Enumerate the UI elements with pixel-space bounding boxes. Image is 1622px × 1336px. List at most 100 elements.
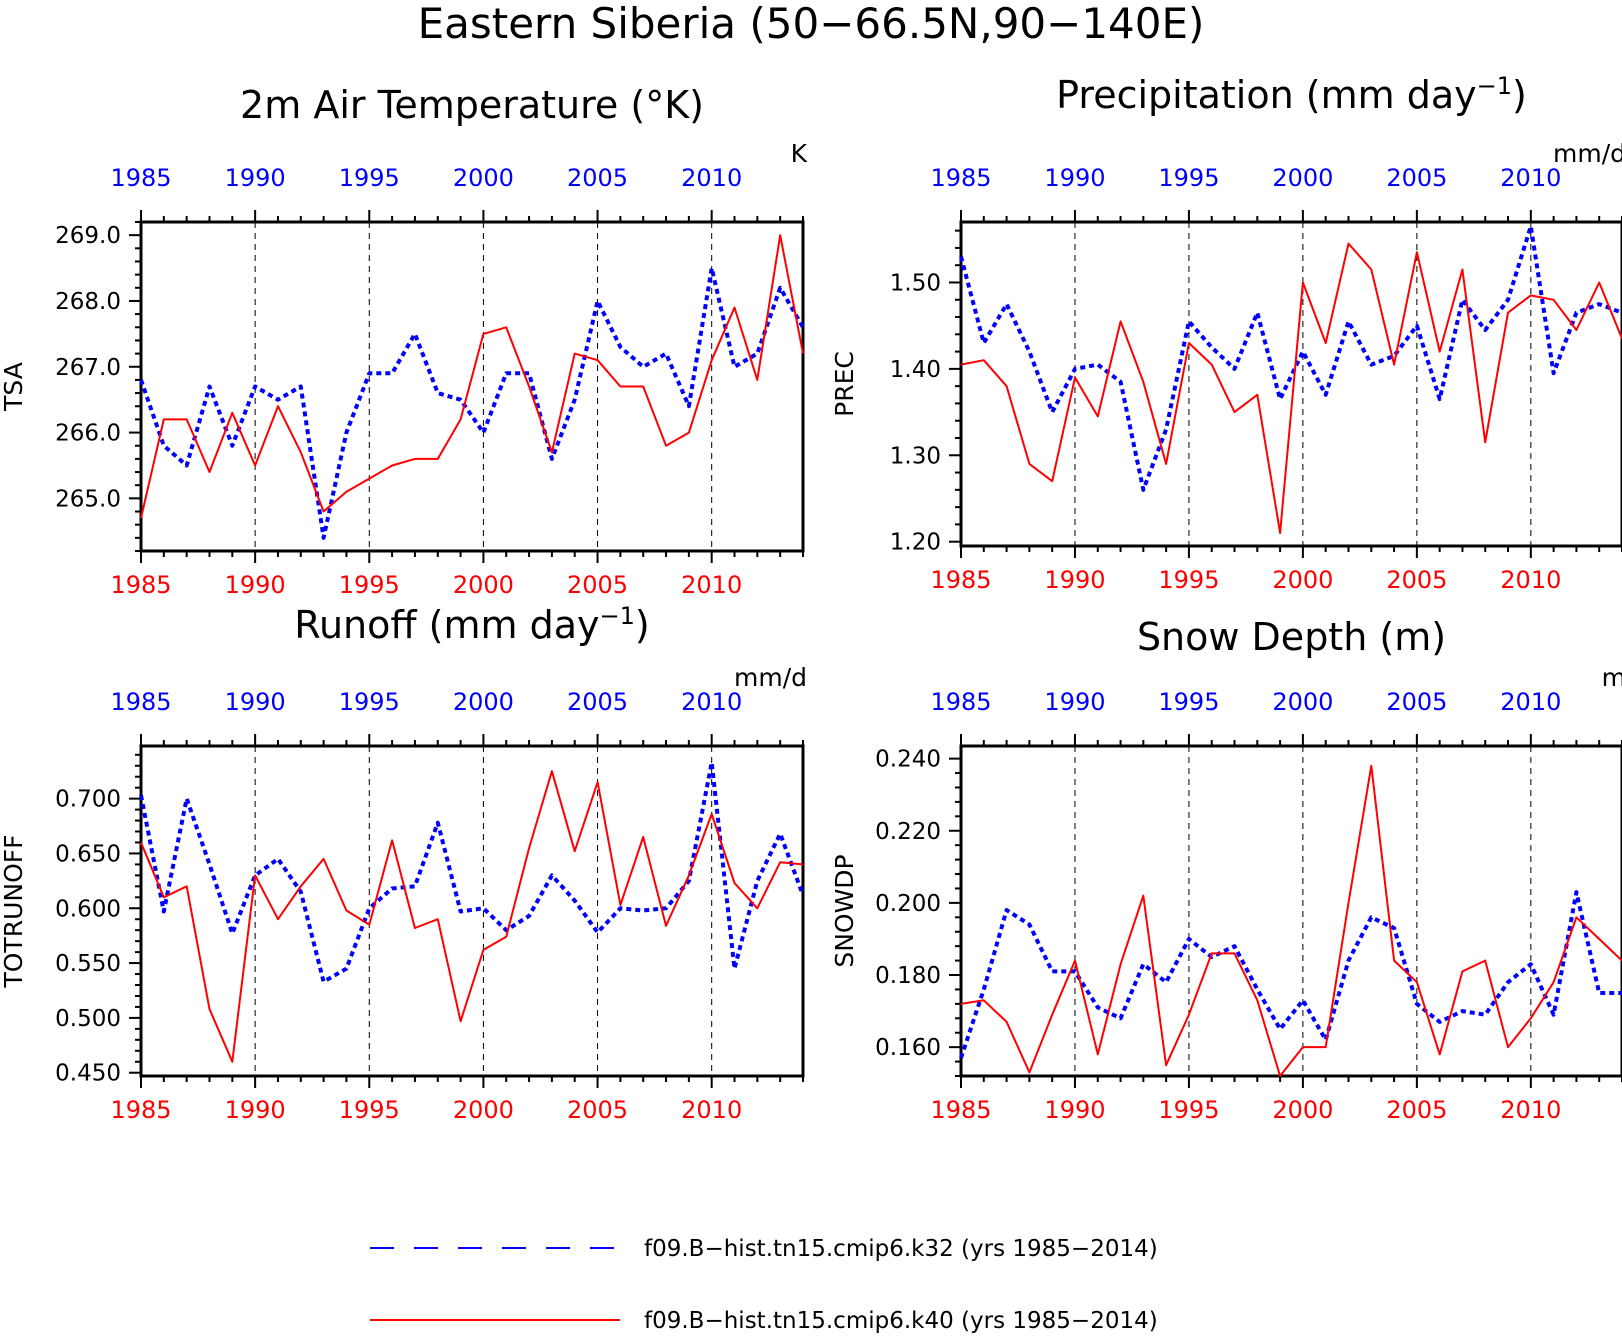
x-tick-label-top: 2000 <box>1272 164 1333 192</box>
x-tick-label-bottom: 2005 <box>1386 1096 1447 1124</box>
panel-title-main: Runoff (mm day <box>294 603 599 647</box>
panel-title-superscript: −1 <box>600 602 635 630</box>
x-tick-label-top: 2010 <box>681 688 742 716</box>
x-tick-label-top: 1985 <box>930 164 991 192</box>
x-tick-label-top: 2010 <box>1500 164 1561 192</box>
x-tick-label-top: 2000 <box>453 688 514 716</box>
x-tick-label-top: 2005 <box>1386 688 1447 716</box>
y-tick-label: 0.160 <box>875 1035 941 1061</box>
units-label: mm/d <box>734 663 807 692</box>
panel-precipitation: Precipitation (mm day−1) mm/d 1985 1985 1990… <box>830 72 1622 594</box>
x-tick-label-bottom: 2005 <box>1386 566 1447 594</box>
series-line-k32 <box>139 760 805 984</box>
series-line-k40 <box>140 234 804 519</box>
y-tick-label: 265.0 <box>55 486 121 512</box>
panel-snow-depth: Snow Depth (m) m 1985 1985 1990 1990 1995 1995 2… <box>830 615 1622 1124</box>
x-tick-label-bottom: 1990 <box>225 1096 286 1124</box>
x-tick-label-bottom: 2000 <box>453 1096 514 1124</box>
y-tick-label: 1.30 <box>890 443 941 469</box>
y-tick-label: 269.0 <box>55 223 121 249</box>
legend-label-k32: f09.B−hist.tn15.cmip6.k32 (yrs 1985−2014… <box>644 1236 1158 1262</box>
y-tick-label: 0.200 <box>875 891 941 917</box>
y-tick-label: 0.650 <box>55 841 121 867</box>
series-line-k32 <box>959 224 1622 492</box>
x-tick-label-bottom: 1995 <box>1158 566 1219 594</box>
x-tick-label-bottom: 2010 <box>1500 1096 1561 1124</box>
x-tick-label-top: 1985 <box>110 688 171 716</box>
x-tick-label-bottom: 2005 <box>567 571 628 599</box>
series-line-k40 <box>960 764 1622 1077</box>
x-tick-label-top: 1990 <box>1044 164 1105 192</box>
x-tick-label-bottom: 1985 <box>930 1096 991 1124</box>
x-tick-label-bottom: 1985 <box>110 571 171 599</box>
x-tick-label-top: 1985 <box>930 688 991 716</box>
x-tick-label-bottom: 2005 <box>567 1096 628 1124</box>
y-axis-label: PREC <box>830 351 859 417</box>
y-tick-label: 1.50 <box>890 270 941 296</box>
x-tick-label-bottom: 1995 <box>1158 1096 1219 1124</box>
y-tick-label: 0.240 <box>875 747 941 773</box>
x-tick-label-top: 1995 <box>339 164 400 192</box>
panel-title-tail: ) <box>1512 73 1527 117</box>
panel-title: 2m Air Temperature (°K) <box>240 83 704 127</box>
x-tick-label-top: 1995 <box>339 688 400 716</box>
panel-title: Runoff (mm day−1) <box>294 602 649 647</box>
x-tick-label-top: 2005 <box>567 164 628 192</box>
y-tick-label: 0.600 <box>55 896 121 922</box>
x-tick-label-top: 1990 <box>225 688 286 716</box>
y-tick-label: 268.0 <box>55 289 121 315</box>
y-tick-label: 0.450 <box>55 1061 121 1087</box>
plot-frame <box>959 220 1622 548</box>
panel-title-main: Snow Depth (m) <box>1137 615 1446 659</box>
panel-runoff: Runoff (mm day−1) mm/d 1985 1985 1990 1990 199… <box>0 602 807 1124</box>
x-tick-label-top: 1995 <box>1158 164 1219 192</box>
panel-title: Snow Depth (m) <box>1137 615 1446 659</box>
y-tick-label: 0.180 <box>875 963 941 989</box>
units-label: K <box>791 139 808 168</box>
legend-label-k40: f09.B−hist.tn15.cmip6.k40 (yrs 1985−2014… <box>644 1308 1158 1334</box>
y-axis-label: TSA <box>0 362 28 412</box>
x-tick-label-bottom: 1990 <box>1044 566 1105 594</box>
x-tick-label-top: 2000 <box>453 164 514 192</box>
x-tick-label-top: 2005 <box>1386 164 1447 192</box>
x-tick-label-bottom: 2010 <box>681 1096 742 1124</box>
x-tick-label-top: 1990 <box>1044 688 1105 716</box>
series-line-k32 <box>959 890 1622 1059</box>
panel-title-superscript: −1 <box>1477 72 1512 100</box>
panel-air-temperature: 2m Air Temperature (°K) K 1985 1985 1990 1990… <box>0 83 808 599</box>
x-tick-label-top: 1990 <box>225 164 286 192</box>
x-tick-label-top: 2010 <box>1500 688 1561 716</box>
x-tick-label-bottom: 2010 <box>1500 566 1561 594</box>
units-label: m <box>1602 663 1622 692</box>
y-tick-label: 267.0 <box>55 355 121 381</box>
x-tick-label-bottom: 1990 <box>1044 1096 1105 1124</box>
x-tick-label-top: 2005 <box>567 688 628 716</box>
x-tick-label-top: 1995 <box>1158 688 1219 716</box>
y-axis-label: SNOWDP <box>830 854 859 967</box>
panel-title: Precipitation (mm day−1) <box>1056 72 1527 117</box>
x-tick-label-top: 1985 <box>110 164 171 192</box>
x-tick-label-bottom: 2000 <box>1272 566 1333 594</box>
y-tick-label: 1.40 <box>890 357 941 383</box>
y-tick-label: 0.220 <box>875 819 941 845</box>
plot-frame <box>139 220 805 553</box>
x-tick-label-bottom: 1990 <box>225 571 286 599</box>
y-tick-label: 0.500 <box>55 1006 121 1032</box>
legend: f09.B−hist.tn15.cmip6.k32 (yrs 1985−2014… <box>370 1236 1158 1334</box>
y-tick-label: 266.0 <box>55 421 121 447</box>
x-tick-label-bottom: 1985 <box>930 566 991 594</box>
x-tick-label-bottom: 2000 <box>1272 1096 1333 1124</box>
x-tick-label-top: 2000 <box>1272 688 1333 716</box>
plot-frame <box>959 744 1622 1078</box>
panel-title-tail: ) <box>635 603 650 647</box>
y-tick-label: 1.20 <box>890 530 941 556</box>
figure-title: Eastern Siberia (50−66.5N,90−140E) <box>418 0 1205 48</box>
x-tick-label-bottom: 1985 <box>110 1096 171 1124</box>
series-line-k32 <box>139 266 805 540</box>
panel-title-main: 2m Air Temperature (°K) <box>240 83 704 127</box>
y-tick-label: 0.700 <box>55 787 121 813</box>
x-tick-label-bottom: 1995 <box>339 1096 400 1124</box>
plot-frame <box>139 744 805 1078</box>
y-axis-label: TOTRUNOFF <box>0 834 28 988</box>
